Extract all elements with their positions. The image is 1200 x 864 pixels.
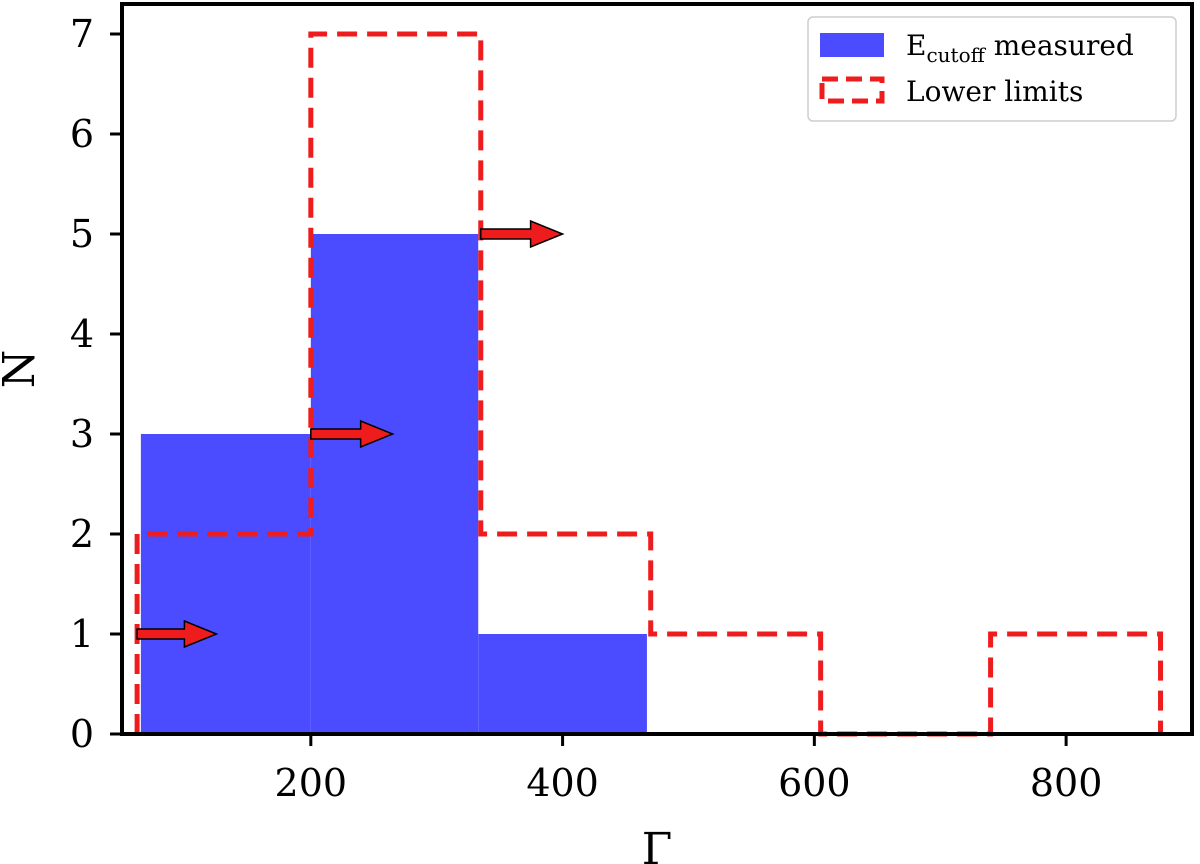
y-tick-label: 7 [70, 12, 94, 56]
y-tick-label: 4 [70, 312, 94, 356]
measured-bar [310, 234, 479, 734]
axes-frame [120, 2, 1194, 736]
axes: 200 400 600 800 0 1 2 3 4 5 6 7 [70, 2, 1194, 805]
legend: Ecutoff measured Lower limits [807, 16, 1177, 122]
measured-bar [478, 634, 647, 734]
x-tick-label: 800 [1030, 761, 1103, 805]
legend-label-lower-limits: Lower limits [906, 75, 1083, 108]
legend-label-measured-subscript: cutoff [926, 43, 986, 67]
lower-limits-step-line [134, 31, 1164, 737]
x-axis-label: Γ [642, 824, 673, 864]
y-tick-label: 1 [70, 612, 94, 656]
lower-limit-arrow [480, 219, 565, 249]
y-tick-label: 0 [70, 712, 94, 756]
y-tick-label: 5 [70, 212, 94, 256]
legend-patch-measured [820, 33, 884, 57]
x-tick-label: 200 [275, 761, 348, 805]
legend-patch-lower-limits [819, 76, 885, 104]
y-axis-label: N [0, 350, 45, 389]
legend-label-measured-main: E [906, 29, 926, 62]
legend-label-measured-suffix: measured [985, 29, 1134, 62]
lower-limit-arrow [136, 619, 219, 649]
legend-label-measured: Ecutoff measured [906, 29, 1134, 67]
x-tick-label: 600 [778, 761, 851, 805]
plot-area [134, 31, 1164, 737]
y-tick-label: 3 [70, 412, 94, 456]
y-tick-label: 2 [70, 512, 94, 556]
lower-limit-arrow [310, 419, 395, 449]
legend-box [807, 16, 1177, 122]
measured-bar [140, 434, 311, 734]
x-tick-label: 400 [526, 761, 599, 805]
y-tick-label: 6 [70, 112, 94, 156]
